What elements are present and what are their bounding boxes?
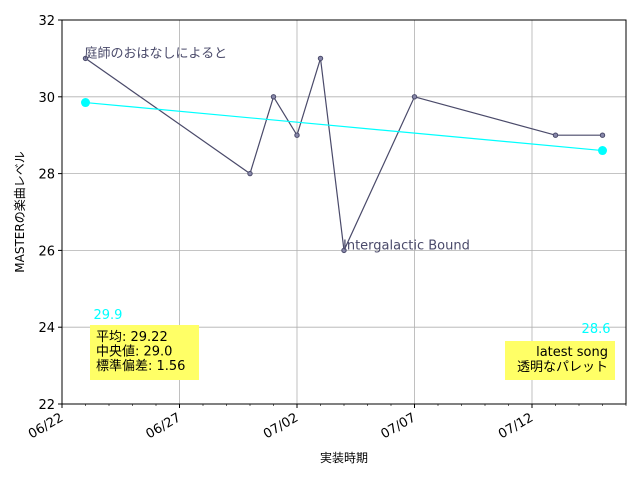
data-point xyxy=(341,247,347,254)
y-tick-label: 28 xyxy=(38,168,55,183)
trend-point xyxy=(598,146,607,156)
series-layer xyxy=(81,55,607,254)
y-tick-label: 32 xyxy=(38,14,55,29)
y-axis-title: MASTERの楽曲レベル xyxy=(13,151,27,272)
stats-line: 中央値: 29.0 xyxy=(96,344,172,360)
data-point xyxy=(552,132,559,138)
data-point xyxy=(270,94,277,100)
y-tick-label: 26 xyxy=(38,244,55,259)
trend-line xyxy=(85,101,603,152)
latest-song-box xyxy=(505,341,615,380)
data-point xyxy=(317,55,324,62)
stats-line: 標準偏差: 1.56 xyxy=(96,358,185,374)
latest-song-line: latest song xyxy=(536,345,608,360)
trend-start-label: 29.9 xyxy=(94,308,123,323)
point-annotation: 庭師のおはなしによると xyxy=(85,45,228,61)
data-point xyxy=(294,132,300,138)
point-annotation: Intergalactic Bound xyxy=(343,238,470,253)
annotation-layer: 庭師のおはなしによると Intergalactic Bound 29.9 28.6 平均… xyxy=(85,45,615,380)
latest-song-line: 透明なパレット xyxy=(517,360,608,375)
data-point xyxy=(82,55,89,62)
data-point xyxy=(247,170,253,177)
stats-line: 平均: 29.22 xyxy=(96,330,168,345)
x-axis-title: 実装時期 xyxy=(320,450,368,465)
trend-end-label: 28.6 xyxy=(582,322,611,337)
y-tick-label: 30 xyxy=(38,91,55,106)
trend-point xyxy=(81,98,90,108)
data-point xyxy=(599,132,606,138)
data-point xyxy=(411,94,418,100)
y-tick-label: 22 xyxy=(38,398,55,413)
y-tick-label: 24 xyxy=(38,321,55,336)
stats-box xyxy=(90,325,199,380)
